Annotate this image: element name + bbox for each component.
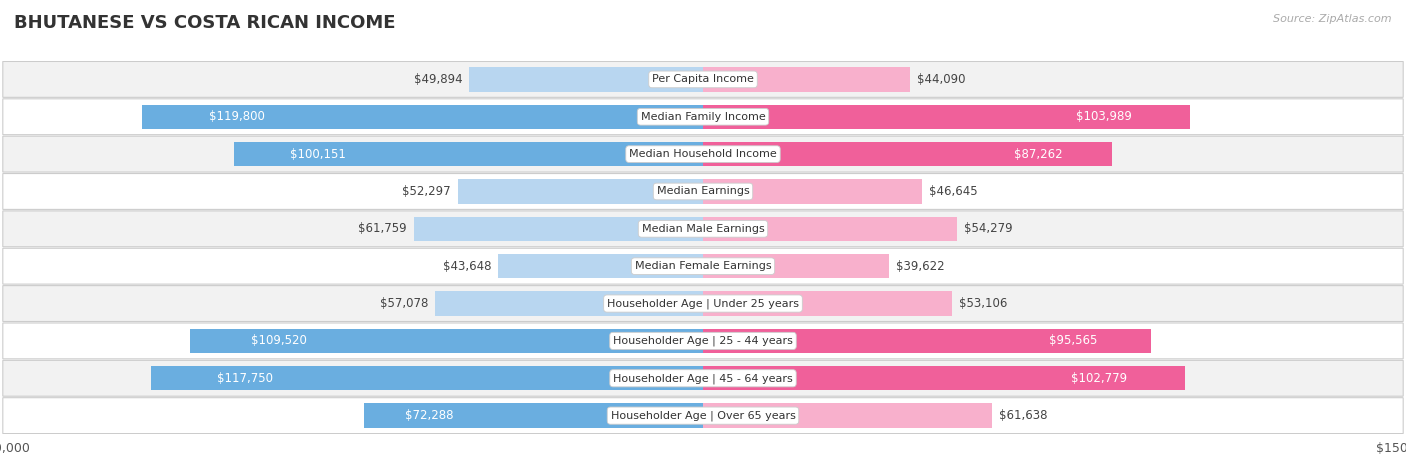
Text: $43,648: $43,648 — [443, 260, 492, 273]
Bar — [703, 142, 1112, 166]
Text: Householder Age | 45 - 64 years: Householder Age | 45 - 64 years — [613, 373, 793, 383]
Text: Median Household Income: Median Household Income — [628, 149, 778, 159]
Bar — [703, 366, 1185, 390]
Text: $87,262: $87,262 — [1014, 148, 1063, 161]
FancyBboxPatch shape — [3, 398, 1403, 433]
FancyBboxPatch shape — [3, 99, 1403, 134]
Text: Householder Age | Over 65 years: Householder Age | Over 65 years — [610, 410, 796, 421]
Text: $39,622: $39,622 — [896, 260, 945, 273]
Text: BHUTANESE VS COSTA RICAN INCOME: BHUTANESE VS COSTA RICAN INCOME — [14, 14, 395, 32]
Bar — [703, 403, 991, 428]
Bar — [703, 329, 1152, 353]
Text: $49,894: $49,894 — [413, 73, 463, 86]
Text: $52,297: $52,297 — [402, 185, 451, 198]
Bar — [152, 366, 703, 390]
Text: $109,520: $109,520 — [252, 334, 307, 347]
Text: Householder Age | 25 - 44 years: Householder Age | 25 - 44 years — [613, 336, 793, 346]
Text: $61,759: $61,759 — [359, 222, 406, 235]
Text: Source: ZipAtlas.com: Source: ZipAtlas.com — [1274, 14, 1392, 24]
Text: Median Family Income: Median Family Income — [641, 112, 765, 122]
FancyBboxPatch shape — [3, 211, 1403, 247]
Bar — [703, 217, 957, 241]
Text: $46,645: $46,645 — [928, 185, 977, 198]
Bar — [703, 179, 921, 204]
Text: $44,090: $44,090 — [917, 73, 965, 86]
Bar — [703, 254, 889, 278]
Text: Per Capita Income: Per Capita Income — [652, 74, 754, 85]
Bar — [470, 67, 703, 92]
Bar — [703, 67, 910, 92]
Bar — [413, 217, 703, 241]
FancyBboxPatch shape — [3, 174, 1403, 209]
Text: Median Female Earnings: Median Female Earnings — [634, 261, 772, 271]
Text: $61,638: $61,638 — [998, 409, 1047, 422]
Bar — [190, 329, 703, 353]
Text: $54,279: $54,279 — [965, 222, 1014, 235]
Bar — [364, 403, 703, 428]
FancyBboxPatch shape — [3, 286, 1403, 321]
Bar — [436, 291, 703, 316]
Text: $119,800: $119,800 — [209, 110, 264, 123]
Text: $53,106: $53,106 — [959, 297, 1007, 310]
Bar — [233, 142, 703, 166]
Bar — [142, 105, 703, 129]
Text: $117,750: $117,750 — [218, 372, 273, 385]
Text: $95,565: $95,565 — [1049, 334, 1097, 347]
FancyBboxPatch shape — [3, 136, 1403, 172]
Bar — [703, 291, 952, 316]
Text: $100,151: $100,151 — [290, 148, 346, 161]
FancyBboxPatch shape — [3, 361, 1403, 396]
Text: $72,288: $72,288 — [405, 409, 453, 422]
Text: $102,779: $102,779 — [1071, 372, 1126, 385]
Text: Median Earnings: Median Earnings — [657, 186, 749, 197]
Bar — [499, 254, 703, 278]
FancyBboxPatch shape — [3, 248, 1403, 284]
FancyBboxPatch shape — [3, 323, 1403, 359]
Text: $57,078: $57,078 — [380, 297, 429, 310]
FancyBboxPatch shape — [3, 62, 1403, 97]
Bar — [458, 179, 703, 204]
Text: $103,989: $103,989 — [1076, 110, 1132, 123]
Text: Median Male Earnings: Median Male Earnings — [641, 224, 765, 234]
Text: Householder Age | Under 25 years: Householder Age | Under 25 years — [607, 298, 799, 309]
Bar — [703, 105, 1191, 129]
